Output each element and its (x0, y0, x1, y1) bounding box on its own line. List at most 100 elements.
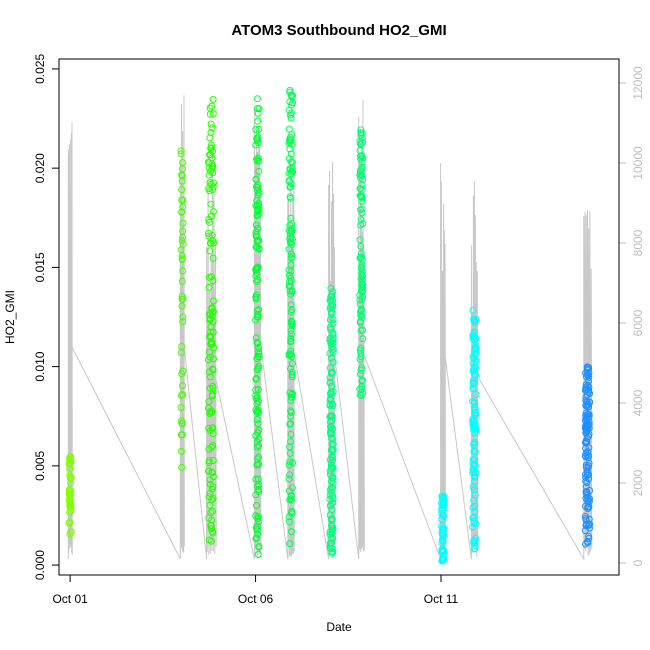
data-point (584, 421, 592, 429)
data-point (252, 334, 260, 342)
data-point (252, 375, 260, 383)
data-point (252, 524, 260, 532)
data-point (356, 300, 364, 308)
data-point (209, 442, 217, 449)
data-point (252, 512, 260, 520)
data-point (208, 507, 216, 515)
data-point (207, 200, 215, 208)
data-point (66, 498, 74, 506)
y2-tick-label: 10000 (631, 146, 645, 180)
data-point (208, 443, 216, 451)
data-point (288, 322, 296, 330)
data-point (65, 489, 73, 497)
data-point (207, 144, 215, 152)
data-point (469, 384, 477, 392)
data-point (252, 266, 260, 274)
data-point (356, 147, 364, 154)
data-point (582, 522, 590, 530)
data-point (287, 114, 295, 122)
data-point (357, 131, 365, 139)
data-point (252, 295, 260, 303)
data-point (356, 391, 364, 399)
data-point (471, 367, 479, 375)
data-point (357, 250, 365, 258)
data-point (327, 338, 335, 345)
data-point (207, 521, 215, 529)
data-point (469, 332, 477, 340)
data-point (208, 165, 216, 172)
data-point (287, 335, 295, 343)
data-point (471, 346, 479, 354)
data-point (583, 370, 591, 378)
data-point (286, 471, 294, 479)
data-point (255, 517, 263, 525)
data-point (67, 453, 75, 461)
data-point (358, 163, 366, 171)
data-point (252, 491, 260, 499)
data-point (326, 335, 334, 342)
data-point (327, 502, 334, 510)
data-point (326, 364, 334, 372)
data-point (328, 400, 336, 408)
data-point (288, 389, 296, 397)
data-point (584, 497, 592, 505)
data-point (288, 252, 296, 260)
data-point (67, 528, 75, 536)
data-point (438, 539, 446, 547)
data-point (585, 459, 593, 467)
data-point (209, 169, 217, 177)
data-point (254, 407, 262, 415)
data-point (287, 261, 295, 269)
data-point (208, 516, 215, 524)
data-point (177, 349, 185, 357)
data-point (326, 539, 334, 547)
data-point (356, 192, 364, 200)
data-point (208, 212, 216, 220)
data-point (358, 261, 366, 269)
data-point (206, 489, 214, 497)
data-point (287, 233, 295, 241)
data-point (440, 502, 447, 510)
data-point (253, 394, 261, 402)
data-point (327, 515, 335, 523)
data-point (255, 543, 263, 551)
data-point (286, 420, 294, 428)
data-point (206, 384, 214, 392)
data-point (254, 186, 262, 194)
data-point (254, 420, 262, 428)
data-point (286, 540, 294, 548)
data-point (469, 456, 477, 463)
data-point (253, 95, 261, 103)
data-point (205, 467, 213, 475)
data-point (178, 256, 186, 264)
data-point (207, 145, 215, 152)
data-point (287, 412, 295, 420)
data-point (470, 370, 478, 378)
data-point (178, 172, 186, 180)
data-point (253, 355, 261, 363)
data-point (288, 287, 296, 295)
data-point (287, 430, 295, 438)
data-point (253, 225, 261, 233)
data-point (207, 537, 215, 545)
data-point (469, 523, 477, 531)
y-tick-label: 0.010 (33, 351, 47, 381)
data-point (287, 308, 295, 316)
data-point (356, 171, 364, 178)
data-point (581, 452, 589, 460)
data-point (358, 181, 366, 189)
data-point (471, 403, 478, 411)
data-point (179, 267, 187, 275)
data-point (582, 439, 590, 447)
data-point (358, 288, 366, 296)
data-point (359, 335, 367, 343)
data-point (205, 273, 213, 281)
data-point (469, 353, 477, 361)
data-point (178, 419, 186, 427)
data-point (329, 456, 337, 464)
data-point (253, 183, 260, 191)
data-point (471, 545, 478, 553)
data-point (583, 385, 591, 393)
data-point (253, 197, 261, 205)
data-point (206, 348, 213, 356)
